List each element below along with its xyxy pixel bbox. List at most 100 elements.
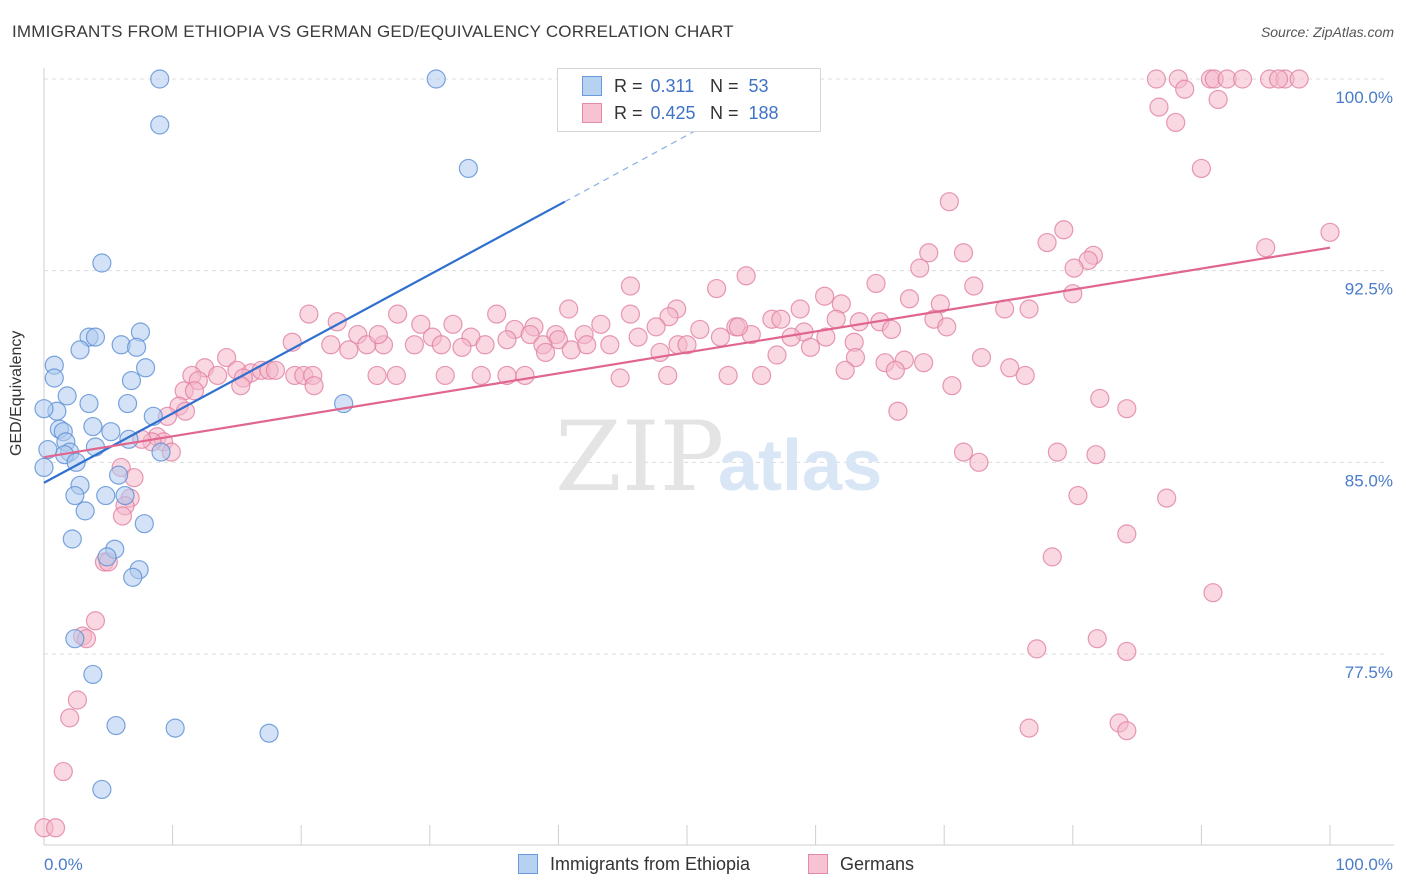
data-point <box>208 365 228 386</box>
legend-r-label: R = <box>614 102 643 123</box>
data-point <box>411 314 431 334</box>
data-point <box>1117 524 1137 544</box>
data-point <box>85 611 106 631</box>
bottom-legend-germans[interactable]: Germans <box>808 852 914 876</box>
data-point <box>426 69 446 89</box>
data-point <box>1000 358 1020 378</box>
data-point <box>265 360 286 380</box>
data-point <box>659 307 679 327</box>
data-point <box>515 365 535 386</box>
data-point <box>953 243 974 263</box>
data-point <box>790 299 810 319</box>
legend-swatch-pink <box>582 103 602 123</box>
chart-title: IMMIGRANTS FROM ETHIOPIA VS GERMAN GED/E… <box>12 22 734 41</box>
bottom-legend-ethiopia[interactable]: Immigrants from Ethiopia <box>518 852 750 876</box>
data-point <box>117 393 138 414</box>
data-point <box>135 358 156 378</box>
data-point <box>1015 365 1035 386</box>
data-point <box>815 286 835 306</box>
data-point <box>44 368 64 388</box>
data-point <box>1019 299 1039 319</box>
data-point <box>610 368 630 388</box>
bottom-legend-label: Immigrants from Ethiopia <box>550 853 751 874</box>
legend-r-label: R = <box>614 75 643 96</box>
data-point <box>175 401 196 421</box>
data-point <box>690 319 710 340</box>
trend-lines <box>43 96 1331 484</box>
data-point <box>1157 488 1177 508</box>
trend-line-ethiopia-extension <box>564 96 759 203</box>
data-point <box>79 393 99 414</box>
data-point <box>259 723 279 743</box>
data-point <box>520 324 540 345</box>
y-tick-label: 85.0% <box>1345 471 1393 490</box>
ethiopia-points <box>34 69 478 800</box>
data-point <box>452 337 472 357</box>
data-point <box>67 690 88 710</box>
data-point <box>34 399 54 419</box>
data-point <box>321 335 341 355</box>
data-point <box>85 327 106 347</box>
data-point <box>404 335 424 355</box>
tick-labels: 77.5% 85.0% 92.5% 100.0% 0.0% 100.0% <box>44 88 1393 874</box>
data-point <box>1086 445 1106 465</box>
data-point <box>835 360 855 380</box>
legend-n-value: 53 <box>748 75 769 96</box>
data-point <box>112 506 133 526</box>
data-point <box>1064 258 1084 278</box>
data-point <box>62 529 82 549</box>
data-point <box>535 342 556 363</box>
data-point <box>628 327 648 347</box>
data-point <box>1191 158 1212 179</box>
data-point <box>658 365 678 386</box>
data-point <box>150 69 170 89</box>
data-point <box>800 337 821 357</box>
data-point <box>108 465 129 485</box>
legend-n-label: N = <box>710 102 739 123</box>
watermark: ZIP atlas <box>555 401 882 513</box>
data-point <box>83 416 103 437</box>
data-point <box>942 376 962 396</box>
data-point <box>919 243 939 263</box>
data-point <box>964 276 984 296</box>
data-point <box>1090 388 1110 409</box>
data-point <box>677 335 697 355</box>
bottom-legend-swatch-pink <box>808 854 828 874</box>
source-label: Source: ZipAtlas.com <box>1260 24 1394 40</box>
data-point <box>710 327 731 347</box>
data-point <box>1289 69 1309 89</box>
y-tick-label: 77.5% <box>1345 663 1393 682</box>
trend-line-germans <box>43 246 1331 459</box>
data-point <box>736 266 756 286</box>
data-point <box>1232 69 1253 89</box>
data-point <box>885 360 905 380</box>
legend-swatch-blue <box>582 76 602 96</box>
data-point <box>953 442 974 462</box>
data-point <box>866 273 886 294</box>
data-point <box>1047 442 1067 462</box>
data-point <box>1087 629 1107 649</box>
data-point <box>217 347 237 368</box>
data-point <box>849 312 869 332</box>
data-point <box>368 324 388 345</box>
data-point <box>34 457 54 478</box>
data-point <box>914 353 934 373</box>
data-point <box>475 335 495 355</box>
data-point <box>1166 112 1186 133</box>
data-point <box>471 365 491 386</box>
legend-row-germans: R = 0.425 N = 188 <box>582 101 779 125</box>
data-point <box>1117 399 1137 419</box>
data-point <box>92 779 112 800</box>
data-point <box>899 289 920 309</box>
data-point <box>435 365 455 386</box>
data-point <box>53 761 73 782</box>
data-point <box>881 319 902 340</box>
data-point <box>65 485 85 506</box>
data-point <box>121 370 142 391</box>
watermark-zip: ZIP <box>555 401 724 513</box>
data-point <box>937 317 957 337</box>
data-point <box>910 258 930 278</box>
legend-row-ethiopia: R = 0.311 N = 53 <box>582 74 769 98</box>
data-point <box>816 327 836 347</box>
data-point <box>620 276 641 296</box>
